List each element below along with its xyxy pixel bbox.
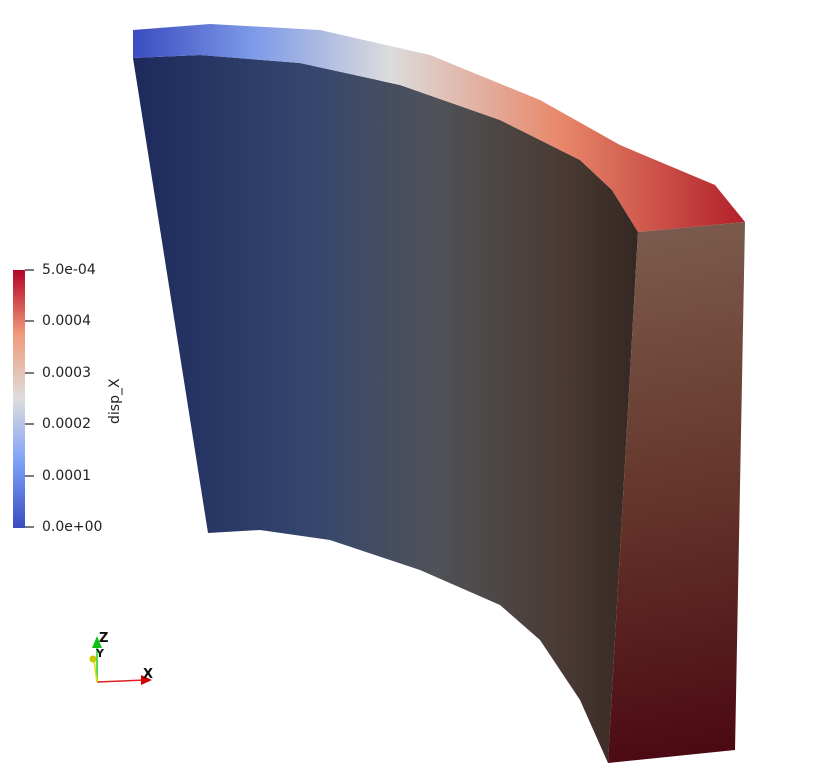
colorbar-title: disp_X	[107, 378, 123, 424]
colorbar	[13, 270, 25, 528]
colorbar-tick-label: 0.0003	[42, 365, 91, 381]
y-axis-label: Y	[96, 647, 104, 660]
x-axis-label: X	[143, 667, 154, 682]
front-face	[133, 55, 638, 763]
colorbar-tick-label: 0.0001	[42, 468, 91, 484]
z-axis-label: Z	[99, 631, 109, 646]
colorbar-ticks	[25, 269, 34, 528]
side-face	[608, 222, 745, 763]
colorbar-tick-label: 0.0e+00	[42, 519, 103, 535]
colorbar-tick-label: 5.0e-04	[42, 262, 96, 278]
orientation-axes	[89, 636, 152, 685]
colorbar-tick-label: 0.0004	[42, 313, 91, 329]
colorbar-tick-label: 0.0002	[42, 416, 91, 432]
top-face	[133, 24, 745, 232]
